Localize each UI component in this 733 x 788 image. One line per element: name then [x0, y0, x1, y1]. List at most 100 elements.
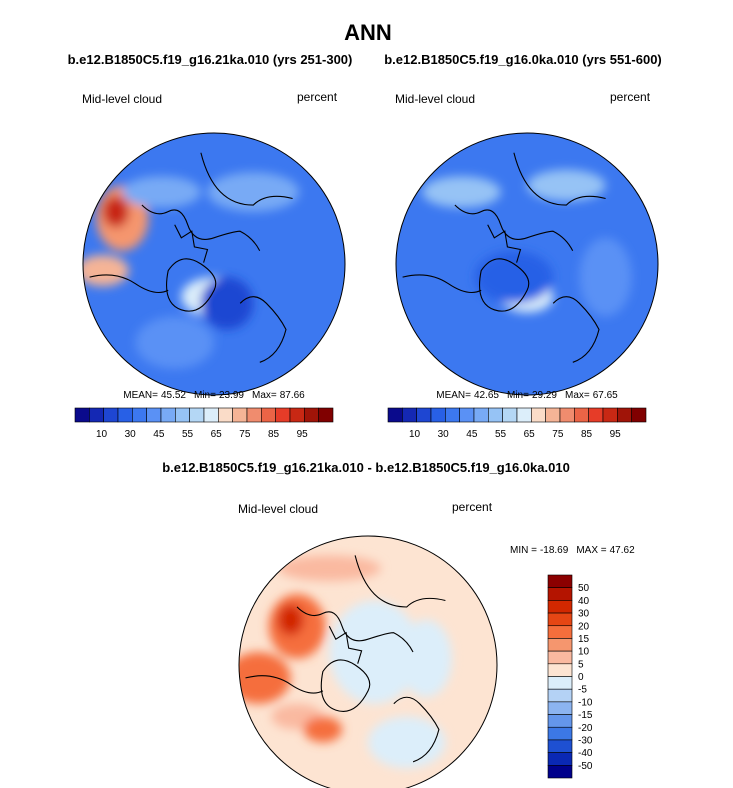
colorbar-box	[588, 407, 604, 423]
colorbar-box	[232, 407, 248, 423]
colorbar-box	[547, 663, 573, 677]
field-blob	[277, 604, 304, 636]
coastline	[245, 675, 324, 694]
coastline	[513, 152, 606, 206]
colorbar-label: 5	[578, 659, 584, 670]
colorbar-label: 10	[578, 647, 590, 658]
colorbar-box	[617, 407, 632, 423]
colorbar-box	[218, 407, 233, 423]
colorbar-label: 85	[581, 429, 593, 440]
colorbar-box	[545, 407, 561, 423]
stat-label: Max=	[565, 390, 590, 401]
colorbar-box	[103, 407, 119, 423]
stat-label: MEAN=	[123, 390, 158, 401]
stats: MEAN= 45.52 Min= 23.99 Max= 87.66	[123, 390, 305, 401]
colorbar-box	[516, 407, 532, 423]
colorbar-label: 40	[578, 596, 590, 607]
colorbar-label: 10	[96, 429, 108, 440]
stat-value: 23.99	[219, 390, 244, 401]
figure-title: ANN	[344, 20, 392, 45]
colorbar-box	[531, 407, 546, 423]
field-blob	[83, 254, 129, 287]
stats: MIN = -18.69 MAX = 47.62	[510, 545, 635, 556]
stat-label: MEAN=	[436, 390, 471, 401]
colorbar-box	[473, 407, 489, 423]
colorbar-box	[402, 407, 417, 423]
coastline	[552, 296, 600, 363]
colorbar-box	[132, 407, 147, 423]
field-blob	[474, 250, 554, 304]
stat-label: MAX =	[576, 545, 606, 556]
coastline	[239, 296, 287, 363]
stat-value: 42.65	[474, 390, 499, 401]
colorbar-box	[547, 739, 573, 753]
colorbar-box	[146, 407, 162, 423]
variable-label: Mid-level cloud	[395, 92, 475, 106]
stat-value: 47.62	[610, 545, 635, 556]
colorbar-box	[547, 701, 573, 715]
stat-value: 67.65	[593, 390, 618, 401]
difference-title: b.e12.B1850C5.f19_g16.21ka.010 - b.e12.B…	[162, 460, 570, 475]
field-blob	[207, 172, 300, 212]
colorbar-box	[261, 407, 276, 423]
colorbar-box	[547, 714, 573, 728]
polar-map	[396, 133, 658, 395]
field-blob	[422, 176, 501, 208]
coastline	[165, 258, 217, 312]
map-field	[83, 172, 300, 369]
colorbar-label: 95	[297, 429, 309, 440]
field-blob	[277, 555, 381, 582]
colorbar-label: -50	[578, 761, 593, 772]
colorbar-box	[547, 625, 573, 639]
colorbar-label: -30	[578, 735, 593, 746]
colorbar-box	[574, 407, 589, 423]
coastline	[141, 204, 261, 252]
colorbar-box	[547, 612, 573, 627]
colorbar-box	[318, 407, 334, 423]
colorbar-label: 30	[578, 609, 590, 620]
colorbar-box	[547, 688, 573, 703]
stat-label: Min=	[507, 390, 529, 401]
colorbar-label: 65	[211, 429, 223, 440]
map-field	[422, 169, 632, 317]
colorbar-label: 95	[610, 429, 622, 440]
colorbar-box	[74, 407, 90, 423]
colorbar-box	[430, 407, 446, 423]
colorbar-label: -15	[578, 710, 593, 721]
coastline	[174, 224, 209, 263]
colorbar-box	[416, 407, 432, 423]
coastline	[402, 274, 482, 294]
map-border	[238, 535, 498, 788]
colorbar-label: -10	[578, 697, 593, 708]
field-blob	[527, 169, 606, 202]
colorbar-label: 45	[153, 429, 165, 440]
variable-label: Mid-level cloud	[82, 92, 162, 106]
field-blob	[102, 195, 129, 228]
coastline	[200, 152, 293, 206]
polar-map	[239, 536, 497, 788]
colorbar-label: 20	[578, 621, 590, 632]
colorbar-box	[547, 600, 573, 614]
field-blob	[579, 237, 632, 317]
panel-title: b.e12.B1850C5.f19_g16.0ka.010 (yrs 551-6…	[384, 52, 662, 67]
colorbar-label: -20	[578, 723, 593, 734]
coastline	[89, 274, 169, 294]
colorbar-box	[89, 407, 104, 423]
colorbar-box	[203, 407, 219, 423]
colorbar-label: 85	[268, 429, 280, 440]
colorbar-box	[246, 407, 262, 423]
coastline	[393, 696, 440, 763]
stat-value: 29.29	[532, 390, 557, 401]
coastline	[487, 224, 522, 263]
colorbar-box	[289, 407, 305, 423]
field-blob	[200, 277, 254, 330]
stat-label: Min=	[194, 390, 216, 401]
colorbar-box	[547, 752, 573, 766]
field-blob	[368, 716, 446, 769]
colorbar-label: 75	[552, 429, 564, 440]
colorbar-label: 30	[438, 429, 450, 440]
colorbar-box	[547, 638, 573, 652]
map-border	[395, 132, 659, 396]
coastline	[320, 659, 371, 712]
colorbar-box	[175, 407, 190, 423]
